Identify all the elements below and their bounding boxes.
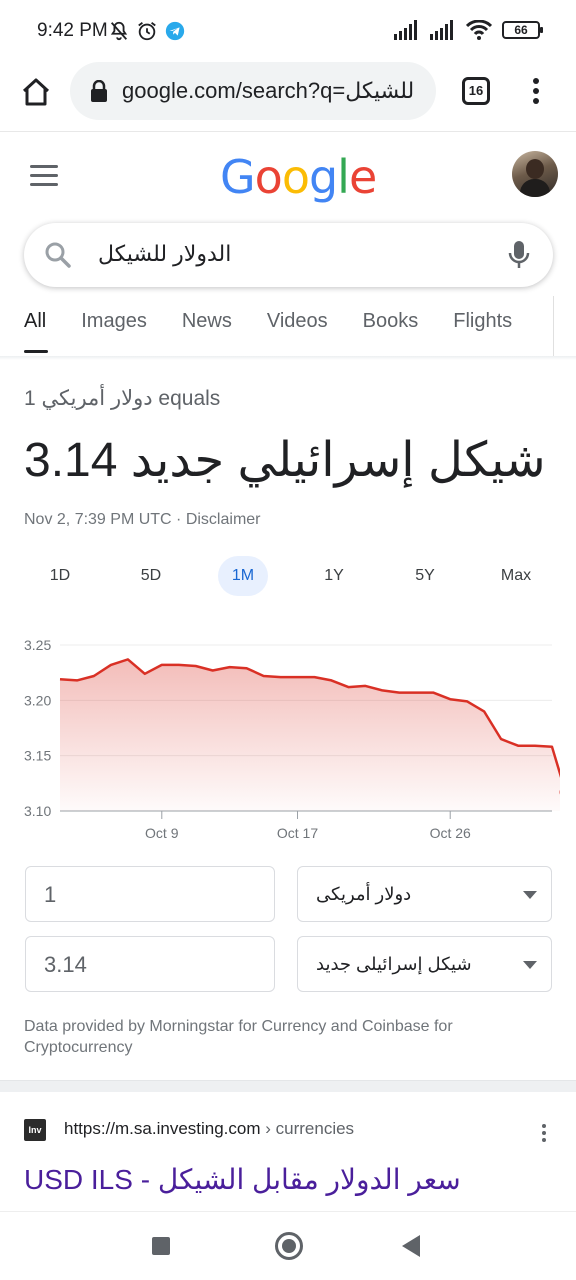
range-5d[interactable]: 5D: [140, 567, 162, 584]
range-1m[interactable]: 1M: [218, 556, 268, 596]
x-tick-label: Oct 9: [145, 825, 179, 841]
to-amount-value[interactable]: 3.14: [44, 952, 87, 977]
range-1y[interactable]: 1Y: [324, 567, 344, 584]
range-max[interactable]: Max: [500, 567, 532, 584]
alarm-icon: [138, 22, 156, 41]
caret-down-icon: [523, 961, 537, 969]
signal-icon: [430, 20, 453, 40]
result-more-options-icon[interactable]: [536, 1124, 552, 1146]
signal-icon: [394, 20, 417, 40]
browser-menu-button[interactable]: [524, 74, 548, 108]
conversion-result: 3.14 شيكل إسرائيلي جديد: [24, 434, 546, 487]
chart-area-fill: [60, 659, 560, 811]
system-navigation-bar: [0, 1211, 576, 1280]
telegram-icon: [165, 21, 185, 41]
logo-letter: l: [337, 150, 350, 204]
result-url-breadcrumb[interactable]: › currencies: [260, 1119, 355, 1138]
logo-letter: G: [220, 150, 256, 204]
search-tabs: All Images News Videos Books Flights: [24, 310, 547, 353]
section-divider: [0, 1080, 576, 1092]
result-url[interactable]: https://m.sa.investing.com › currencies: [64, 1119, 354, 1139]
exchange-rate-chart[interactable]: 3.25 3.20 3.15 3.10 Oct 9 Oct 17 Oct 26: [20, 630, 560, 845]
caret-down-icon: [523, 891, 537, 899]
browser-toolbar: google.com/search?q=للشيكل 16: [0, 62, 576, 132]
search-icon[interactable]: [44, 241, 72, 269]
investing-favicon: Inv: [24, 1119, 46, 1141]
tabs-shadow: [0, 356, 576, 360]
search-input[interactable]: الدولار للشيكل: [98, 241, 232, 266]
google-logo[interactable]: Google: [220, 150, 377, 204]
from-currency-value: دولار أمريكى: [316, 884, 412, 904]
status-icons-left: [108, 20, 186, 42]
tab-flights[interactable]: Flights: [453, 310, 513, 332]
wifi-icon: [466, 20, 492, 40]
tab-all[interactable]: All: [24, 310, 49, 353]
tab-news[interactable]: News: [181, 310, 232, 332]
back-triangle-icon[interactable]: [402, 1235, 420, 1257]
from-amount-field[interactable]: 1: [25, 866, 275, 922]
from-amount-value[interactable]: 1: [44, 882, 57, 907]
mute-icon: [110, 21, 128, 41]
tab-videos[interactable]: Videos: [266, 310, 328, 332]
range-5y[interactable]: 5Y: [415, 567, 435, 584]
address-bar[interactable]: google.com/search?q=للشيكل: [70, 62, 436, 120]
y-tick-label: 3.10: [24, 803, 51, 819]
to-amount-field[interactable]: 3.14: [25, 936, 275, 992]
result-title[interactable]: USD ILS - سعر الدولار مقابل الشيكل: [24, 1164, 461, 1195]
home-circle-icon[interactable]: [275, 1232, 303, 1260]
logo-letter: o: [254, 150, 283, 204]
home-icon[interactable]: [18, 74, 54, 110]
microphone-icon[interactable]: [508, 239, 530, 271]
hamburger-menu-icon[interactable]: [30, 165, 58, 187]
tab-books[interactable]: Books: [362, 310, 419, 332]
battery-icon: 66: [502, 21, 543, 39]
chart-series-line: [59, 658, 560, 778]
to-currency-value: شيكل إسرائيلى جديد: [316, 954, 472, 974]
recent-apps-icon[interactable]: [152, 1237, 170, 1255]
data-provider-note: Data provided by Morningstar for Currenc…: [24, 1018, 453, 1056]
status-icons-right: 66: [394, 20, 543, 40]
avatar[interactable]: [512, 151, 558, 197]
y-tick-label: 3.20: [24, 692, 51, 708]
tab-switcher-button[interactable]: 16: [462, 77, 490, 105]
logo-letter: e: [348, 150, 377, 204]
result-url-domain[interactable]: https://m.sa.investing.com: [64, 1119, 261, 1138]
time-range-selector: 1D 5D 1M 1Y 5Y Max: [24, 556, 552, 596]
y-tick-label: 3.15: [24, 748, 51, 764]
status-time: 9:42 PM: [37, 20, 108, 41]
conversion-equals-line: 1 دولار أمريكي equals: [24, 387, 221, 410]
logo-letter: o: [281, 150, 310, 204]
logo-letter: g: [308, 150, 338, 204]
y-tick-label: 3.25: [24, 637, 51, 653]
conversion-timestamp: Nov 2, 7:39 PM UTC · Disclaimer: [24, 511, 261, 528]
tabs-divider: [553, 296, 554, 356]
x-tick-label: Oct 17: [277, 825, 318, 841]
to-currency-select[interactable]: شيكل إسرائيلى جديد: [297, 936, 552, 992]
from-currency-select[interactable]: دولار أمريكى: [297, 866, 552, 922]
search-box[interactable]: الدولار للشيكل: [24, 223, 553, 287]
status-bar: 9:42 PM 66: [0, 0, 576, 62]
lock-icon: [91, 80, 107, 102]
x-tick-label: Oct 26: [430, 825, 471, 841]
url-text[interactable]: google.com/search?q=للشيكل: [122, 78, 415, 103]
range-1d[interactable]: 1D: [49, 567, 71, 584]
tab-images[interactable]: Images: [81, 310, 147, 332]
